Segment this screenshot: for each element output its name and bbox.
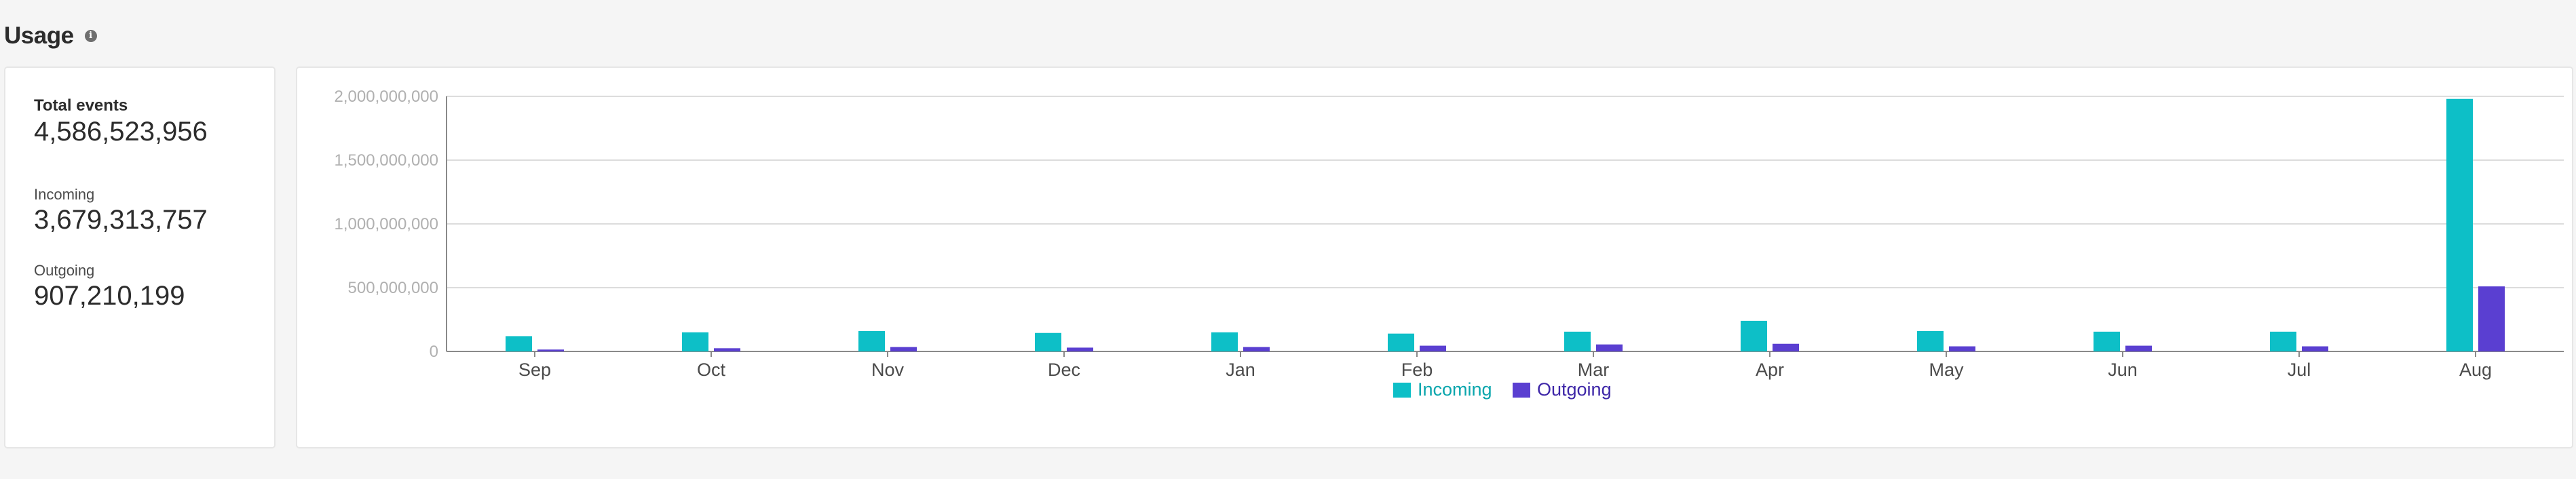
- total-events-stat: Total events 4,586,523,956: [34, 96, 208, 147]
- bar-incoming: [1388, 333, 1414, 351]
- info-icon[interactable]: i: [84, 30, 97, 42]
- y-tick-label: 2,000,000,000: [335, 88, 438, 106]
- usage-header: Usage i: [4, 19, 97, 53]
- bar-incoming: [2094, 331, 2120, 351]
- x-tick-label: Oct: [697, 360, 726, 380]
- bar-outgoing: [1596, 344, 1623, 351]
- bar-incoming: [682, 332, 708, 351]
- incoming-label: Incoming: [34, 186, 95, 203]
- bar-incoming: [1564, 331, 1591, 351]
- total-events-value: 4,586,523,956: [34, 117, 208, 147]
- x-tick-label: Nov: [871, 360, 905, 380]
- incoming-value: 3,679,313,757: [34, 205, 208, 235]
- bar-outgoing: [1420, 345, 1446, 351]
- bar-incoming: [1211, 332, 1238, 351]
- bar-outgoing: [714, 348, 740, 351]
- bar-outgoing: [2478, 286, 2505, 351]
- usage-bar-chart: 2,000,000,000 1,500,000,000 1,000,000,000 5…: [335, 88, 2564, 400]
- legend-swatch-outgoing: [1513, 383, 1530, 398]
- y-tick-label: 500,000,000: [348, 279, 438, 297]
- bar-outgoing: [1949, 346, 1975, 351]
- y-tick-label: 0: [430, 343, 438, 361]
- bar-incoming: [2446, 98, 2473, 351]
- x-tick-label: Dec: [1048, 360, 1080, 380]
- x-tick-label: Jan: [1226, 360, 1255, 380]
- x-tick-label: Aug: [2459, 360, 2492, 380]
- bar-incoming: [506, 336, 532, 351]
- x-tick-label: May: [1929, 360, 1964, 380]
- outgoing-value: 907,210,199: [34, 281, 185, 311]
- y-tick-label: 1,500,000,000: [335, 151, 438, 170]
- bar-outgoing: [2302, 346, 2328, 351]
- x-tick-label: Mar: [1578, 360, 1610, 380]
- bar-incoming: [1035, 332, 1061, 351]
- bar-outgoing: [890, 347, 917, 351]
- legend-swatch-incoming: [1393, 383, 1411, 398]
- bar-outgoing: [1773, 343, 1799, 351]
- bar-outgoing: [2125, 345, 2152, 351]
- bar-outgoing: [1067, 347, 1093, 351]
- page-title: Usage: [4, 22, 74, 49]
- total-events-label: Total events: [34, 96, 128, 115]
- usage-chart-card: 2,000,000,000 1,500,000,000 1,000,000,000 5…: [296, 66, 2573, 448]
- x-tick-label: Feb: [1401, 360, 1433, 380]
- x-tick-label: Sep: [518, 360, 551, 380]
- legend-label-incoming: Incoming: [1418, 379, 1492, 400]
- incoming-stat: Incoming 3,679,313,757: [34, 186, 208, 235]
- x-tick-label: Apr: [1756, 360, 1784, 380]
- x-tick-label: Jun: [2108, 360, 2138, 380]
- bar-incoming: [2270, 331, 2296, 351]
- outgoing-label: Outgoing: [34, 262, 95, 279]
- outgoing-stat: Outgoing 907,210,199: [34, 262, 185, 311]
- bar-incoming: [1917, 330, 1944, 351]
- bar-outgoing: [537, 349, 564, 351]
- x-tick-label: Jul: [2288, 360, 2311, 380]
- usage-summary-card: Total events 4,586,523,956 Incoming 3,67…: [4, 66, 276, 448]
- y-tick-label: 1,000,000,000: [335, 215, 438, 233]
- bar-outgoing: [1243, 347, 1270, 351]
- bar-incoming: [1741, 320, 1767, 351]
- bar-incoming: [858, 330, 885, 351]
- legend-label-outgoing: Outgoing: [1537, 379, 1612, 400]
